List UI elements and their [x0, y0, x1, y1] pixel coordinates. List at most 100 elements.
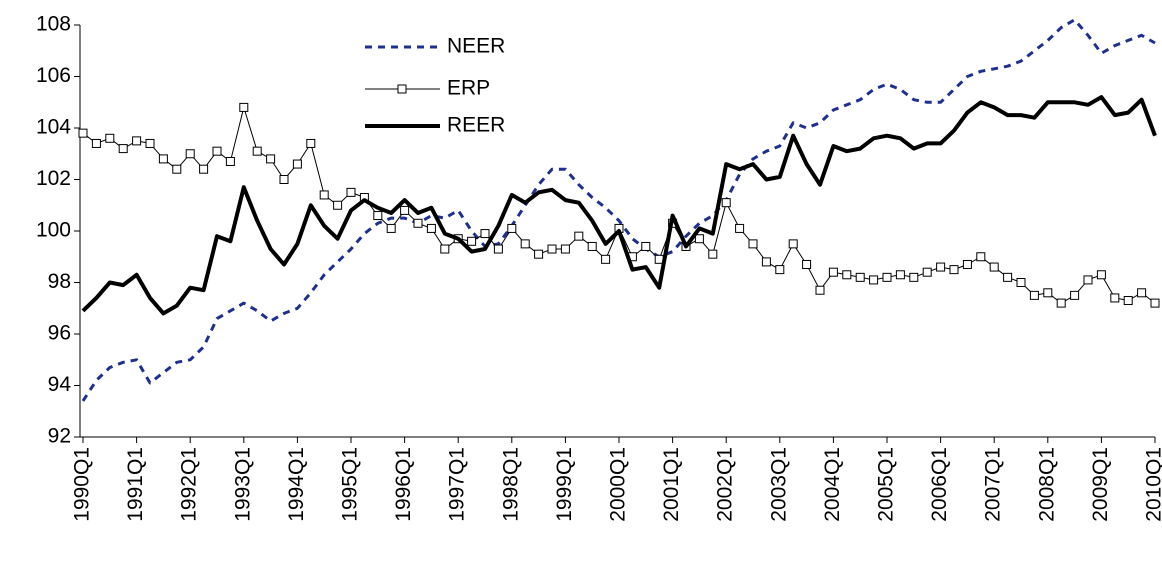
x-tick-label: 2004Q1 — [821, 447, 844, 522]
series — [81, 18, 1156, 402]
x-tick-label: 1992Q1 — [178, 447, 201, 522]
point — [1056, 298, 1066, 308]
x-tick-label: 1997Q1 — [446, 447, 469, 522]
point — [172, 164, 182, 174]
point — [962, 259, 972, 269]
x-tick-label: 2010Q1 — [1143, 447, 1162, 522]
point — [493, 244, 503, 254]
point — [239, 102, 249, 112]
point — [266, 154, 276, 164]
point — [507, 223, 517, 233]
point — [1003, 272, 1013, 282]
point — [748, 239, 758, 249]
point — [413, 218, 423, 228]
x-tick-label: 1998Q1 — [499, 447, 522, 522]
point — [815, 285, 825, 295]
point — [989, 262, 999, 272]
point — [869, 275, 879, 285]
x-tick-label: 2009Q1 — [1089, 447, 1112, 522]
point — [788, 239, 798, 249]
legend-label: ERP — [447, 77, 490, 100]
line — [81, 95, 1157, 316]
point — [735, 223, 745, 233]
point — [976, 252, 986, 262]
point — [333, 200, 343, 210]
point — [91, 138, 101, 148]
point — [279, 175, 289, 184]
point — [895, 270, 905, 280]
legend-label: NEER — [447, 35, 505, 58]
point — [587, 241, 597, 251]
x-tick-label: 2008Q1 — [1035, 447, 1058, 522]
point — [225, 156, 235, 166]
point — [775, 265, 785, 275]
series — [81, 95, 1157, 316]
x-tick-label: 2001Q1 — [660, 447, 683, 522]
x-tick-label: 1990Q1 — [71, 447, 94, 522]
point — [400, 205, 410, 215]
legend-label: REER — [447, 114, 505, 137]
point — [1110, 293, 1120, 303]
x-tick-label: 2000Q1 — [607, 447, 630, 522]
point — [1070, 290, 1080, 300]
legend-marker — [397, 84, 407, 94]
point — [373, 211, 383, 221]
point — [145, 138, 155, 148]
point — [694, 234, 704, 244]
point — [909, 272, 919, 282]
point — [1083, 275, 1093, 285]
y-tick-label: 106 — [36, 64, 71, 87]
point — [922, 267, 932, 277]
point — [574, 231, 584, 241]
point — [1137, 288, 1147, 298]
line — [81, 18, 1156, 402]
point — [721, 198, 731, 208]
point — [78, 128, 88, 138]
point — [949, 265, 959, 275]
y-tick-label: 92 — [48, 425, 71, 448]
x-tick-label: 1991Q1 — [124, 447, 147, 522]
x-tick-label: 1993Q1 — [231, 447, 254, 522]
y-tick-label: 108 — [36, 13, 71, 36]
point — [802, 259, 812, 269]
line — [82, 106, 1156, 304]
x-tick-label: 2007Q1 — [982, 447, 1005, 522]
point — [346, 187, 356, 197]
point — [855, 272, 865, 282]
point — [185, 149, 195, 159]
point — [199, 164, 209, 174]
point — [306, 138, 316, 148]
point — [105, 133, 115, 143]
point — [118, 144, 128, 154]
series — [78, 102, 1160, 308]
point — [467, 236, 477, 246]
x-tick-label: 1999Q1 — [553, 447, 576, 522]
x-tick-label: 1996Q1 — [392, 447, 415, 522]
point — [882, 272, 892, 282]
point — [252, 146, 262, 156]
y-tick-label: 104 — [36, 116, 71, 139]
point — [828, 267, 838, 277]
point — [842, 270, 852, 280]
point — [1043, 288, 1053, 298]
y-tick-label: 98 — [48, 270, 71, 293]
y-tick-label: 94 — [48, 373, 72, 396]
x-tick-label: 1995Q1 — [339, 447, 362, 522]
point — [936, 262, 946, 272]
x-tick-label: 2003Q1 — [767, 447, 790, 522]
point — [480, 229, 490, 239]
point — [547, 244, 557, 254]
y-tick-label: 100 — [36, 219, 71, 242]
x-tick-label: 2002Q1 — [714, 447, 737, 522]
point — [560, 244, 570, 254]
point — [158, 154, 168, 164]
point — [1029, 290, 1039, 300]
point — [708, 249, 718, 259]
x-tick-label: 1994Q1 — [285, 447, 308, 522]
x-tick-label: 2005Q1 — [875, 447, 898, 522]
point — [292, 159, 302, 169]
point — [212, 146, 222, 156]
point — [1123, 296, 1133, 306]
y-tick-label: 96 — [48, 322, 71, 345]
